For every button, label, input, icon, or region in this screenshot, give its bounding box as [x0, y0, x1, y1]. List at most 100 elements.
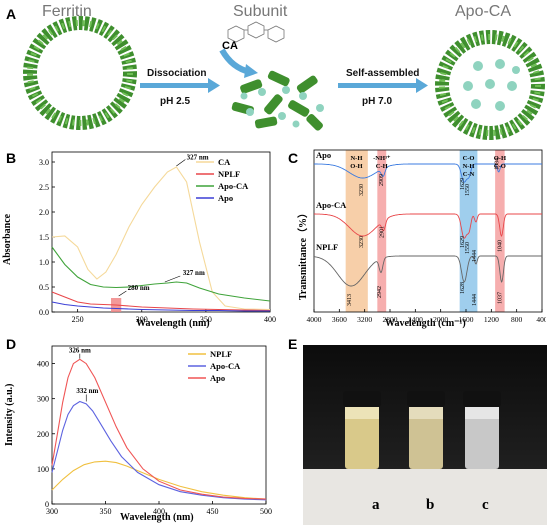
band-label: C-H: [376, 163, 388, 170]
x-tick-label: 4000: [307, 315, 322, 324]
ca-molecule-structure: [227, 21, 285, 43]
x-tick-label: 800: [511, 315, 523, 324]
y-tick-label: 3.0: [39, 158, 49, 167]
legend-label-apo: Apo: [218, 193, 233, 203]
panel-d-xlabel: Wavelength (nm): [120, 512, 194, 523]
series-line-apo-ca: [51, 246, 271, 302]
peak-label: 1444: [472, 250, 478, 262]
self-assembled-arrow: [338, 83, 418, 88]
y-tick-label: 1.5: [39, 233, 49, 242]
absorption-band: [377, 150, 387, 312]
annotation-327-apoca: 327 nm: [183, 269, 205, 277]
panel-letter-c: C: [288, 150, 299, 166]
ca-arrow-head: [244, 64, 258, 78]
legend-label-nplf: NPLF: [218, 169, 240, 179]
ferritin-title: Ferritin: [42, 3, 92, 20]
band-label: C-O: [463, 155, 475, 162]
fluorescence-chart: 300 350 400 450 500 0 100 200 300 400 NPLF Apo-CA Ap…: [37, 345, 272, 516]
x-tick-label: 350: [200, 315, 212, 324]
panel-d-ylabel: Intensity (a.u.): [4, 383, 15, 446]
x-tick-label: 300: [136, 315, 148, 324]
band-label: C-O: [494, 163, 506, 170]
spectrum-apo: [314, 163, 542, 183]
x-tick-label: 500: [260, 507, 272, 516]
subunit-cluster: [231, 70, 323, 131]
y-tick-label: 100: [37, 465, 49, 474]
legend-label-apo: Apo: [210, 373, 225, 383]
dissociation-arrow: [140, 83, 210, 88]
absorbance-chart: 250 300 350 400 0.0 0.5 1.0 1.5 2.0 2.5 3.0 CA NPLF A…: [39, 151, 276, 324]
band-label: O-H: [494, 155, 506, 162]
vial-label-b: b: [426, 497, 435, 513]
vial-label-c: c: [482, 497, 489, 513]
self-assembled-label: Self-assembled: [346, 68, 420, 79]
dissociation-arrow-head: [208, 78, 220, 93]
spectrum-apo-ca: [314, 213, 542, 239]
ca-particles-encapsulated: [463, 59, 520, 111]
legend-label-nplf: NPLF: [210, 349, 232, 359]
annotation-arrow: [118, 290, 127, 297]
vial-a: [343, 391, 381, 469]
ferritin-cage: [23, 16, 137, 130]
plot-frame: [51, 151, 271, 313]
ph70-label: pH 7.0: [362, 96, 393, 107]
peak-label: 2901: [380, 226, 386, 238]
y-tick-label: 200: [37, 430, 49, 439]
annotation-326: 326 nm: [69, 346, 91, 354]
legend-label-ca: CA: [218, 157, 231, 167]
band-label: O-H: [350, 163, 362, 170]
annotation-327-ca: 327 nm: [187, 154, 209, 162]
peak-label: 2942: [377, 286, 383, 298]
ca-particles-free: [240, 86, 324, 128]
annotation-280: 280 nm: [128, 284, 150, 292]
peak-label: 1037: [498, 292, 504, 304]
subunit-title: Subunit: [233, 3, 288, 20]
table-surface: [303, 469, 547, 525]
y-tick-label: 300: [37, 395, 49, 404]
x-tick-label: 3600: [332, 315, 347, 324]
y-tick-label: 400: [37, 360, 49, 369]
series-line-nplf: [51, 291, 271, 312]
peak-label: 3230: [359, 236, 365, 248]
panel-letter-d: D: [6, 336, 17, 352]
x-tick-label: 1600: [459, 315, 474, 324]
plot-frame: [313, 149, 543, 313]
ftir-chart: 4000 3600 3200 2800 2400 2000 1600 1200 800 400 Ap…: [307, 149, 546, 324]
legend-label-apo-ca: Apo-CA: [210, 361, 241, 371]
panel-c-xlabel: Wavelength (cm⁻¹): [385, 318, 466, 329]
self-assembled-arrow-head: [416, 78, 428, 93]
y-tick-label: 2.5: [39, 183, 49, 192]
panel-b-ylabel: Absorbance: [2, 213, 13, 265]
x-tick-label: 450: [207, 507, 219, 516]
apoca-title: Apo-CA: [455, 3, 512, 20]
spectrum-nplf: [314, 255, 542, 287]
x-tick-label: 350: [100, 507, 112, 516]
ph25-label: pH 2.5: [160, 96, 191, 107]
sample-label-nplf: NPLF: [316, 242, 338, 252]
legend-label-apo-ca: Apo-CA: [218, 181, 249, 191]
peak-label: 1629: [460, 236, 466, 248]
panel-letter-b: B: [6, 150, 17, 166]
vial-b: [407, 391, 445, 469]
sample-label-apoca: Apo-CA: [316, 200, 347, 210]
y-tick-label: 2.0: [39, 208, 49, 217]
apoca-cage: [435, 30, 545, 140]
sample-label-apo: Apo: [316, 150, 331, 160]
band-label: N-H: [350, 155, 362, 162]
peak-label: 1040: [497, 240, 503, 252]
vial-c: [463, 391, 501, 469]
annotation-arrow: [176, 159, 186, 167]
x-tick-label: 400: [536, 315, 546, 324]
series-line-nplf: [51, 460, 267, 500]
band-label: C-N: [463, 171, 475, 178]
x-tick-label: 400: [153, 507, 165, 516]
series-line-apo-ca: [51, 400, 267, 501]
x-tick-label: 2800: [383, 315, 398, 324]
x-tick-label: 300: [46, 507, 58, 516]
y-tick-label: 0: [45, 500, 49, 509]
ca-label: CA: [222, 40, 238, 52]
dissociation-label: Dissociation: [147, 68, 207, 79]
peak-label: 3413: [347, 294, 353, 306]
y-tick-label: 0.5: [39, 283, 49, 292]
panel-a-illustration: [23, 16, 545, 140]
